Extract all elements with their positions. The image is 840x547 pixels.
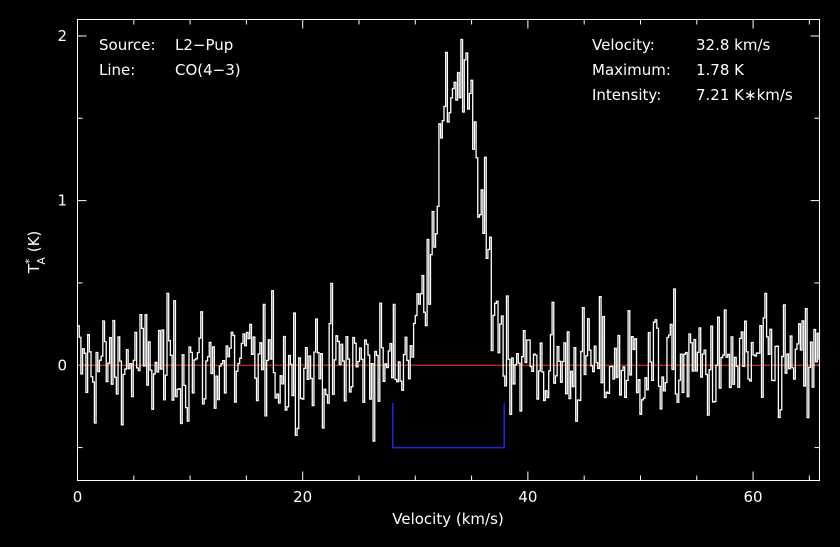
axis-ticks <box>77 19 820 481</box>
y-tick-label: 2 <box>57 27 67 45</box>
y-tick-label: 1 <box>57 192 67 210</box>
intensity-key: Intensity: <box>592 86 661 104</box>
velocity-value: 32.8 km/s <box>696 36 771 54</box>
intensity-value: 7.21 K∗km/s <box>696 86 793 104</box>
y-tick-label: 0 <box>57 356 67 374</box>
source-value: L2−Pup <box>175 36 233 54</box>
velocity-key: Velocity: <box>592 36 655 54</box>
plot-frame <box>77 19 820 481</box>
maximum-key: Maximum: <box>592 61 671 79</box>
tick-labels: 0 20 40 60 0 1 2 <box>57 27 762 506</box>
x-tick-label: 60 <box>744 488 763 506</box>
x-axis-label: Velocity (km/s) <box>392 510 503 528</box>
source-key: Source: <box>99 36 156 54</box>
y-axis-label: T*A (K) <box>23 231 48 275</box>
line-key: Line: <box>99 61 135 79</box>
maximum-value: 1.78 K <box>696 61 745 79</box>
info-panel-left: Source: L2−Pup Line: CO(4−3) <box>99 36 241 79</box>
x-tick-label: 40 <box>518 488 537 506</box>
velocity-window <box>392 403 505 449</box>
x-tick-label: 20 <box>293 488 312 506</box>
line-value: CO(4−3) <box>175 61 241 79</box>
x-tick-label: 0 <box>73 488 83 506</box>
info-panel-right: Velocity: 32.8 km/s Maximum: 1.78 K Inte… <box>592 36 793 104</box>
spectrum-series <box>77 38 820 442</box>
